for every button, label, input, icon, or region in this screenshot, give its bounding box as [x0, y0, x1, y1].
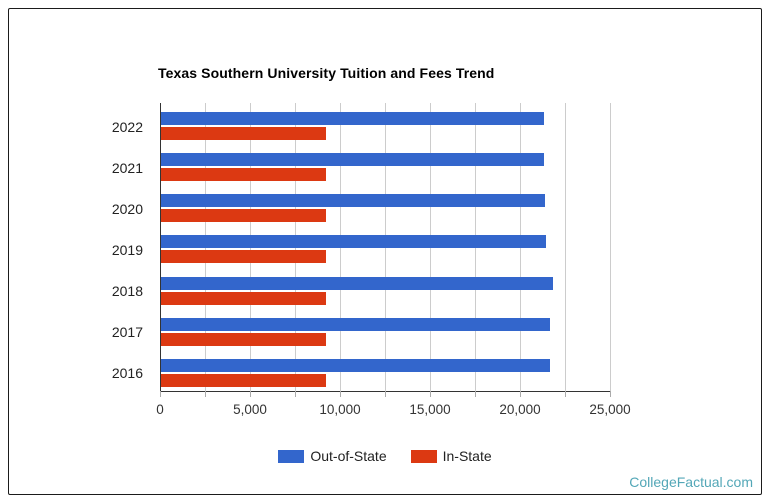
x-axis-tick — [475, 391, 476, 397]
legend-label-in-state: In-State — [442, 448, 492, 464]
bar-out-of-state-2019[interactable] — [161, 235, 547, 249]
y-axis-label-2021: 2021 — [111, 159, 143, 176]
footer-link[interactable]: CollegeFactual.com — [629, 474, 753, 490]
y-axis-label-2017: 2017 — [111, 324, 143, 341]
bar-out-of-state-2021[interactable] — [161, 153, 545, 167]
bar-in-state-2020[interactable] — [161, 209, 327, 223]
x-axis-label-25-000: 25,000 — [589, 402, 631, 417]
x-axis-tick — [520, 391, 521, 397]
bar-in-state-2019[interactable] — [161, 250, 327, 264]
x-axis-tick — [385, 391, 386, 397]
x-axis-tick — [430, 391, 431, 397]
plot-area: 2022 2021 2020 2019 2018 2017 2016 0 5,000 10,00… — [112, 103, 631, 417]
bar-out-of-state-2018[interactable] — [161, 276, 554, 290]
x-axis-tick — [340, 391, 341, 397]
x-axis-tick — [250, 391, 251, 397]
legend-item-out-of-state: Out-of-State — [278, 448, 387, 464]
x-axis-tick — [565, 391, 566, 397]
chart-title: Texas Southern University Tuition and Fe… — [158, 65, 495, 81]
x-axis-tick — [295, 391, 296, 397]
y-axis-label-2022: 2022 — [111, 118, 143, 135]
x-axis-tick — [205, 391, 206, 397]
y-axis-label-2016: 2016 — [111, 365, 143, 382]
x-axis-label-15-000: 15,000 — [409, 402, 451, 417]
y-axis-line — [160, 103, 161, 397]
x-axis-label-5-000: 5,000 — [233, 402, 267, 417]
y-axis-label-2020: 2020 — [111, 200, 143, 217]
bar-in-state-2016[interactable] — [161, 373, 327, 387]
bar-in-state-2017[interactable] — [161, 332, 327, 346]
bar-in-state-2022[interactable] — [161, 127, 327, 140]
x-axis-tick — [610, 391, 611, 397]
bar-in-state-2021[interactable] — [161, 168, 327, 182]
bar-out-of-state-2020[interactable] — [161, 194, 546, 208]
x-axis-label-20-000: 20,000 — [499, 402, 541, 417]
legend-item-in-state: In-State — [410, 448, 492, 464]
y-axis-label-2019: 2019 — [111, 241, 143, 258]
bar-in-state-2018[interactable] — [161, 291, 327, 305]
gridline — [565, 103, 566, 391]
gridline — [610, 103, 611, 391]
x-axis-label-0: 0 — [156, 402, 164, 417]
legend: Out-of-State In-State — [0, 449, 770, 464]
x-axis-tick — [160, 391, 161, 397]
x-axis-label-10-000: 10,000 — [319, 402, 361, 417]
bar-out-of-state-2016[interactable] — [161, 358, 550, 372]
legend-swatch-out-of-state — [278, 450, 305, 463]
bar-out-of-state-2022[interactable] — [161, 112, 544, 125]
y-axis-label-2018: 2018 — [111, 283, 143, 300]
bar-out-of-state-2017[interactable] — [161, 317, 550, 331]
legend-swatch-in-state — [410, 450, 437, 463]
legend-label-out-of-state: Out-of-State — [310, 448, 387, 464]
